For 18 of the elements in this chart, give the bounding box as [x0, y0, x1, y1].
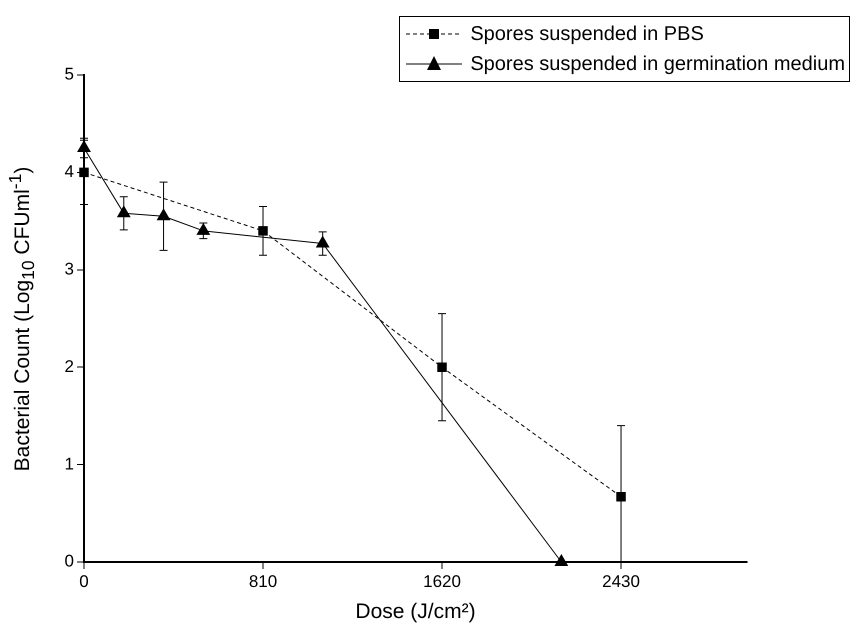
x-tick-label: 810: [248, 572, 278, 591]
y-tick-label: 4: [64, 162, 74, 182]
x-axis-title: Dose (J/cm²): [355, 600, 476, 624]
point: [196, 223, 210, 235]
point: [437, 362, 447, 372]
x-tick-label: 2430: [602, 572, 640, 591]
y-tick-label: 5: [64, 64, 74, 84]
y-tick-label: 0: [64, 552, 74, 571]
point: [616, 492, 626, 502]
y-tick-label: 2: [64, 356, 74, 376]
x-tick-label: 0: [79, 572, 89, 591]
point: [554, 554, 568, 566]
legend-label: Spores suspended in germination medium: [470, 52, 845, 76]
point: [117, 206, 130, 218]
y-tick-label: 3: [64, 259, 74, 278]
legend-label: Spores suspended in PBS: [470, 22, 704, 46]
y-tick-label: 1: [64, 454, 74, 474]
x-tick-label: 1620: [423, 572, 461, 591]
